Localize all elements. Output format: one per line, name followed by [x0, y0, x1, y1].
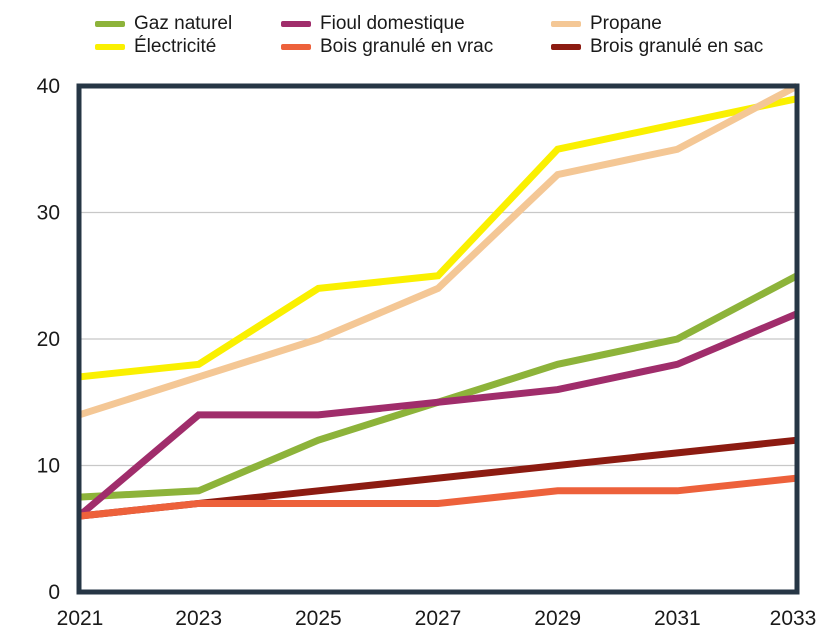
legend-item-gaz-naturel: Gaz naturel	[95, 13, 281, 35]
legend: Gaz naturel Fioul domestique Propane Éle…	[95, 12, 763, 58]
legend-label: Gaz naturel	[134, 12, 233, 34]
series-lines	[76, 82, 799, 520]
y-tick-label: 20	[37, 328, 60, 351]
legend-label: Bois granulé en vrac	[320, 35, 494, 57]
legend-item-fioul-domestique: Fioul domestique	[281, 13, 551, 35]
plot-frame	[76, 83, 800, 595]
x-tick-label: 2027	[415, 607, 462, 630]
legend-label: Électricité	[134, 35, 217, 57]
legend-swatch-icon	[281, 20, 311, 27]
x-tick-label: 2023	[175, 607, 222, 630]
legend-swatch-icon	[551, 20, 581, 27]
y-axis-labels: 0 10 20 30 40	[37, 75, 60, 604]
x-tick-label: 2033	[770, 607, 817, 630]
series-line-1	[76, 310, 799, 519]
x-tick-label: 2031	[654, 607, 701, 630]
legend-swatch-icon	[281, 43, 311, 50]
y-tick-label: 40	[37, 75, 60, 98]
y-tick-label: 10	[37, 455, 60, 478]
legend-label: Fioul domestique	[320, 12, 465, 34]
legend-label: Propane	[590, 12, 662, 34]
legend-item-electricite: Électricité	[95, 36, 281, 58]
x-axis-labels: 2021 2023 2025 2027 2029 2031 2033	[57, 607, 817, 630]
legend-label: Brois granulé en sac	[590, 35, 764, 57]
legend-item-propane: Propane	[551, 13, 763, 35]
y-tick-label: 30	[37, 202, 60, 225]
legend-swatch-icon	[95, 43, 125, 50]
series-line-0	[78, 272, 799, 501]
series-line-2	[77, 82, 799, 419]
y-tick-label: 0	[48, 581, 60, 604]
x-tick-label: 2025	[295, 607, 342, 630]
x-tick-label: 2021	[57, 607, 104, 630]
legend-swatch-icon	[551, 43, 581, 50]
legend-swatch-icon	[95, 20, 125, 27]
x-tick-label: 2029	[534, 607, 581, 630]
series-line-4	[78, 474, 798, 520]
legend-item-bois-granule-en-vrac: Bois granulé en vrac	[281, 36, 551, 58]
legend-item-brois-granule-en-sac: Brois granulé en sac	[551, 36, 763, 58]
series-line-3	[78, 95, 798, 381]
